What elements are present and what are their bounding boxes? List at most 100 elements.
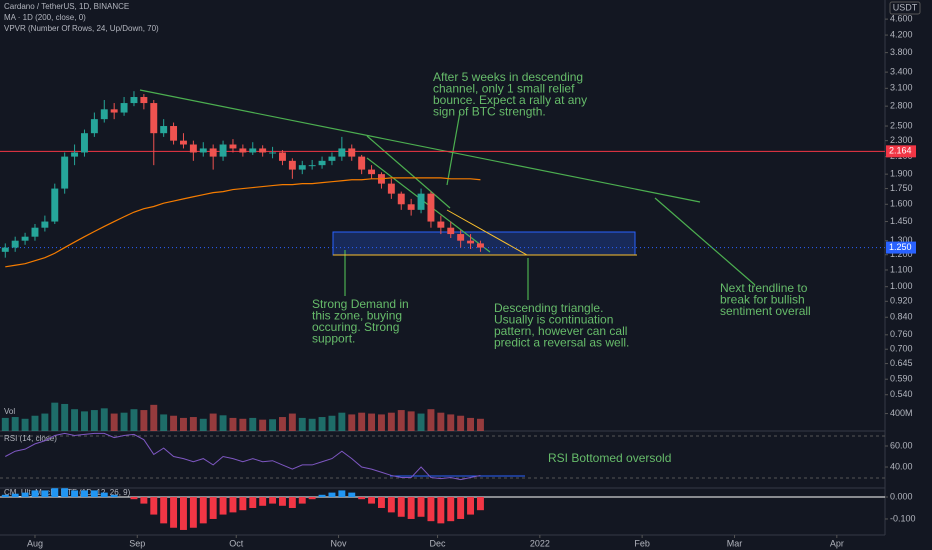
candle-body	[130, 97, 138, 104]
macd-bar	[348, 492, 356, 498]
macd-bar	[11, 493, 19, 498]
macd-bar	[467, 497, 475, 515]
macd-bar	[130, 497, 138, 500]
annotation: Usually is continuation	[494, 313, 613, 327]
candle-body	[90, 119, 98, 134]
candle-body	[189, 144, 197, 153]
volume-bar	[41, 413, 49, 431]
macd-bar	[81, 490, 88, 498]
volume-bar	[209, 413, 217, 431]
candle-body	[31, 227, 39, 237]
arrow	[654, 197, 756, 286]
candle-body	[397, 193, 405, 205]
volume-bar	[328, 415, 336, 431]
macd-bar	[387, 497, 395, 513]
candle-body	[298, 165, 306, 170]
volume-bar	[150, 404, 158, 431]
price-label-box	[886, 145, 916, 158]
volume-bar	[61, 403, 69, 431]
macd-bar	[417, 497, 425, 517]
annotation: sentiment overall	[720, 304, 811, 318]
candle-body	[269, 152, 277, 154]
candle-body	[437, 221, 445, 228]
macd-bar	[437, 497, 445, 524]
candle-body	[160, 126, 168, 134]
y-tick-label: 0.645	[890, 358, 913, 368]
volume-bar	[140, 410, 148, 431]
annotation: After 5 weeks in descending	[433, 70, 583, 84]
macd-bar	[338, 490, 346, 498]
x-tick-label: 2022	[530, 538, 550, 548]
candle-body	[368, 169, 376, 175]
volume-bar	[81, 411, 88, 431]
macd-bar	[41, 490, 49, 498]
annotation: Descending triangle.	[494, 301, 603, 315]
y-tick-label: 4.600	[890, 13, 913, 23]
x-tick-label: Dec	[430, 538, 447, 548]
candle-body	[81, 133, 88, 153]
volume-bar	[51, 402, 59, 431]
candle-body	[219, 144, 227, 157]
candle-body	[209, 148, 217, 157]
volume-bar	[397, 410, 405, 431]
volume-bar	[110, 413, 118, 431]
candle-body	[100, 109, 108, 120]
y-tick-label: 2.500	[890, 120, 913, 130]
macd-bar	[31, 490, 39, 498]
rsi-line	[5, 432, 481, 481]
macd-bar	[476, 497, 484, 511]
volume-bar	[476, 418, 484, 431]
y-tick-label: 0.760	[890, 329, 913, 339]
macd-bar	[180, 497, 187, 530]
volume-bar	[298, 417, 306, 431]
candle-body	[229, 144, 237, 149]
volume-bar	[288, 413, 296, 431]
macd-bar	[397, 497, 405, 517]
y-tick-label: 4.200	[890, 29, 913, 39]
currency: USDT	[893, 2, 918, 12]
price-label: 1.250	[889, 242, 912, 252]
candle-body	[358, 156, 366, 170]
annotation: Strong Demand in	[312, 297, 409, 311]
volume-bar	[21, 418, 29, 431]
y-tick-label: 0.000	[890, 491, 913, 501]
macd-bar	[61, 488, 69, 498]
y-tick-label: 0.540	[890, 389, 913, 399]
volume-bar	[31, 415, 39, 431]
y-tick-label: 400M	[890, 408, 913, 418]
macd-bar	[110, 494, 118, 498]
price-label: 2.164	[889, 146, 912, 156]
macd-bar	[209, 497, 217, 519]
candle-body	[447, 227, 455, 235]
candle-body	[110, 109, 118, 113]
macd-bar	[140, 497, 148, 504]
volume-bar	[219, 415, 227, 431]
annotation: pattern, however can call	[494, 324, 627, 338]
y-tick-label: 0.700	[890, 344, 913, 354]
candle-body	[199, 148, 207, 153]
volume-bar	[417, 413, 425, 431]
candle-body	[71, 152, 79, 157]
y-tick-label: 60.00	[890, 440, 913, 450]
annotation: this zone, buying	[312, 309, 402, 323]
macd-bar	[368, 497, 376, 504]
macd-bar	[150, 497, 158, 515]
candle-body	[417, 193, 425, 210]
macd-bar	[71, 490, 79, 498]
macd-bar	[51, 488, 59, 498]
y-tick-label: 3.400	[890, 66, 913, 76]
x-tick-label: Oct	[229, 538, 244, 548]
volume-bar	[447, 414, 455, 431]
arrow	[446, 111, 461, 186]
y-tick-label: 40.00	[890, 461, 913, 471]
candle-body	[1, 247, 9, 252]
volume-bar	[259, 419, 267, 431]
candle-body	[61, 156, 69, 189]
volume-bar	[467, 417, 475, 431]
volume-bar	[427, 409, 435, 431]
y-tick-label: 2.800	[890, 101, 913, 111]
candle-body	[348, 148, 356, 157]
annotation: Next trendline to	[720, 281, 808, 295]
